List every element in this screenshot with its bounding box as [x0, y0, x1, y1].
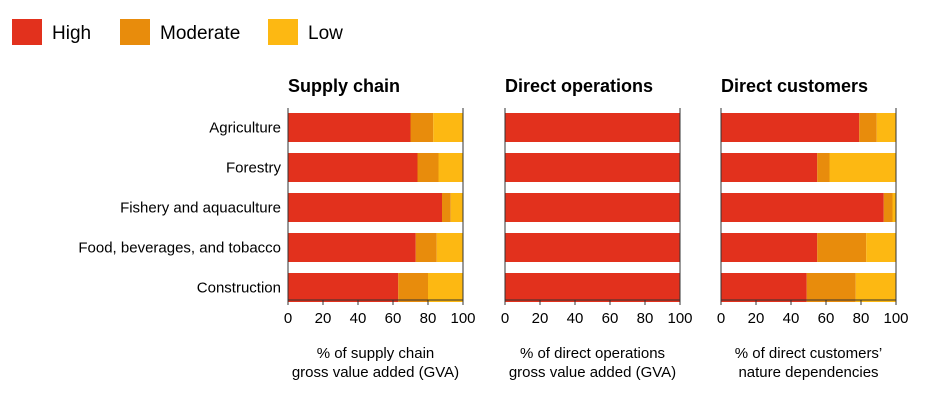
legend-label-high: High [52, 23, 91, 44]
category-label: Food, beverages, and tobacco [78, 240, 281, 257]
bar-segment-high [505, 113, 680, 142]
bar-segment-moderate [398, 273, 428, 302]
legend-swatch-moderate [120, 19, 150, 45]
x-tick-label: 40 [350, 310, 367, 327]
bar-segment-high [288, 193, 442, 222]
bar-segment-moderate [442, 193, 451, 222]
x-tick-label: 80 [637, 310, 654, 327]
bar-segment-low [866, 233, 896, 262]
x-axis-title: % of supply chain [317, 345, 435, 362]
bar-segment-moderate [806, 273, 856, 302]
category-labels: Agriculture Forestry Fishery and aquacultu… [78, 120, 281, 297]
category-label: Fishery and aquaculture [120, 200, 281, 217]
bar-segment-high [505, 233, 680, 262]
x-tick-label: 100 [667, 310, 692, 327]
bar-segment-low [436, 233, 463, 262]
bar-segment-high [288, 273, 399, 302]
bar-segment-high [288, 233, 416, 262]
legend-item-moderate: Moderate [120, 19, 240, 45]
x-axis-title: nature dependencies [738, 364, 878, 381]
bar-segment-high [721, 233, 818, 262]
x-tick-label: 60 [818, 310, 835, 327]
x-tick-label: 60 [385, 310, 402, 327]
x-tick-label: 40 [567, 310, 584, 327]
x-tick-label: 80 [420, 310, 437, 327]
legend-swatch-low [268, 19, 298, 45]
x-tick-label: 100 [883, 310, 908, 327]
bar-segment-low [428, 273, 463, 302]
category-label: Construction [197, 280, 281, 297]
x-tick-label: 0 [284, 310, 292, 327]
bar-segment-high [288, 153, 418, 182]
bar-segment-low [450, 193, 463, 222]
category-label: Agriculture [209, 120, 281, 137]
bar-segment-low [876, 113, 896, 142]
bar-segment-low [438, 153, 463, 182]
legend-label-low: Low [308, 23, 343, 44]
legend: High Moderate Low [12, 19, 343, 45]
bar-segment-moderate [859, 113, 877, 142]
category-label: Forestry [226, 160, 282, 177]
bar-segment-moderate [410, 113, 434, 142]
bar-segment-low [855, 273, 896, 302]
legend-item-high: High [12, 19, 91, 45]
bar-segment-high [505, 153, 680, 182]
bar-segment-moderate [415, 233, 437, 262]
legend-swatch-high [12, 19, 42, 45]
bar-segment-high [721, 113, 860, 142]
x-tick-label: 80 [853, 310, 870, 327]
bar-segment-moderate [817, 233, 867, 262]
x-tick-label: 100 [450, 310, 475, 327]
x-tick-label: 20 [532, 310, 549, 327]
bar-segment-high [288, 113, 411, 142]
x-axis-title: % of direct customers’ [735, 345, 883, 362]
panel-direct-customers: Direct customers 0 20 40 60 80 100 % of direct … [717, 76, 909, 381]
panel-title: Direct operations [505, 76, 653, 96]
x-tick-label: 20 [748, 310, 765, 327]
x-tick-label: 60 [602, 310, 619, 327]
panel-title: Supply chain [288, 76, 400, 96]
bar-segment-low [433, 113, 463, 142]
bar-segment-moderate [883, 193, 893, 222]
bar-segment-low [829, 153, 896, 182]
x-axis-title: gross value added (GVA) [292, 364, 459, 381]
panel-title: Direct customers [721, 76, 868, 96]
bar-segment-moderate [817, 153, 830, 182]
x-tick-label: 0 [501, 310, 509, 327]
bar-segment-high [721, 273, 807, 302]
bar-segment-high [721, 153, 818, 182]
x-tick-label: 20 [315, 310, 332, 327]
x-axis-title: gross value added (GVA) [509, 364, 676, 381]
bar-segment-high [505, 273, 680, 302]
bar-segment-low [892, 193, 896, 222]
bar-segment-high [505, 193, 680, 222]
panel-direct-operations: Direct operations 0 20 40 60 80 100 % of direct… [501, 76, 693, 381]
panel-supply-chain: Supply chain 0 20 40 60 80 100 % of supply chai… [284, 76, 476, 381]
bar-segment-moderate [417, 153, 439, 182]
bar-segment-high [721, 193, 884, 222]
x-tick-label: 40 [783, 310, 800, 327]
legend-item-low: Low [268, 19, 343, 45]
legend-label-moderate: Moderate [160, 23, 240, 44]
x-axis-title: % of direct operations [520, 345, 665, 362]
x-tick-label: 0 [717, 310, 725, 327]
